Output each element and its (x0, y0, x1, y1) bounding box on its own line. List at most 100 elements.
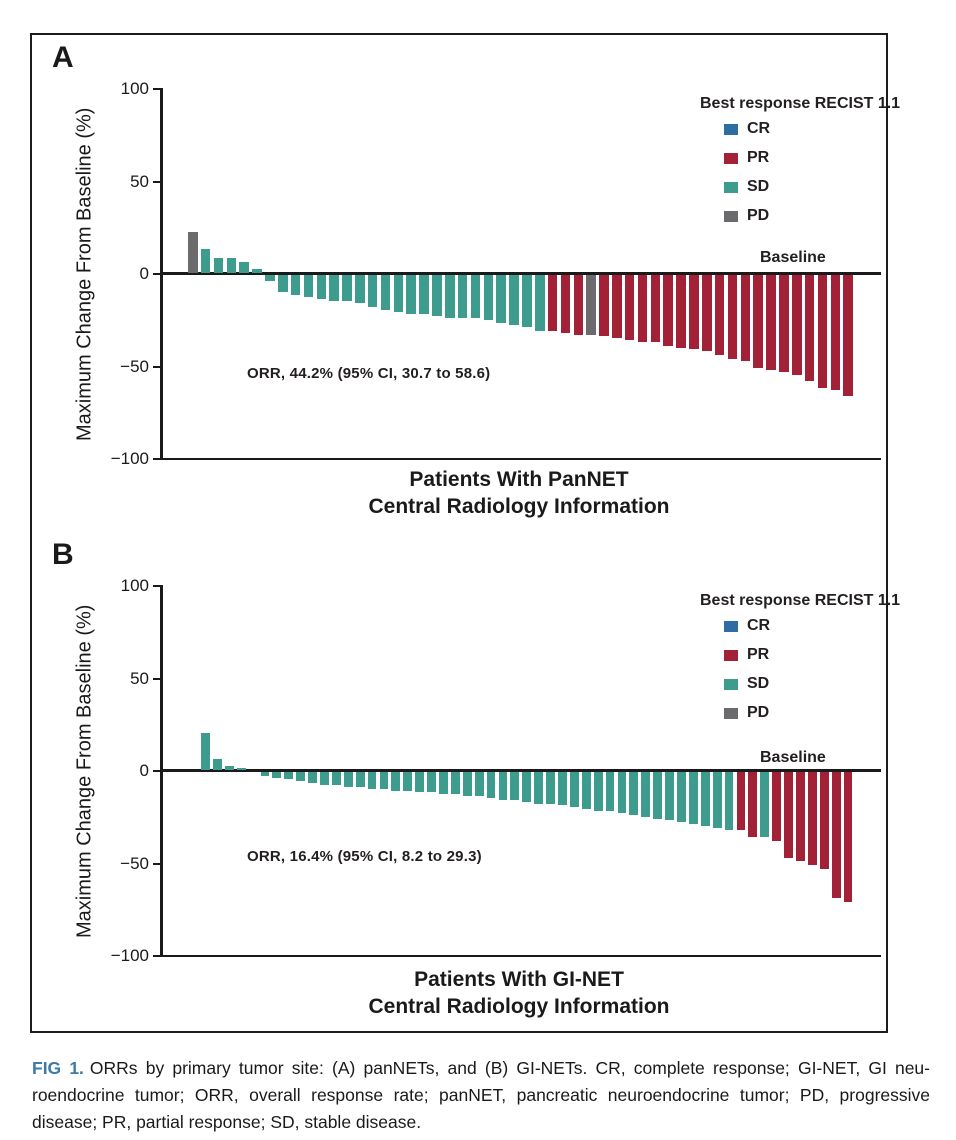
y-axis-tick-mark (153, 88, 161, 90)
waterfall-bar-pr (784, 772, 793, 858)
panel-a-legend-items: CR PR SD PD (700, 120, 885, 224)
waterfall-plot-ginet: 100 50 0 −50 −100 (111, 577, 881, 965)
waterfall-bar-sd (379, 772, 389, 789)
legend-item-pr: PR (724, 646, 885, 663)
legend-item-label: CR (747, 120, 771, 137)
y-axis-tick-label: −100 (110, 946, 149, 965)
waterfall-bar-sd (329, 275, 339, 302)
y-axis-tick-label: 100 (120, 576, 149, 595)
waterfall-bar-sd (439, 772, 448, 795)
pr-color-swatch-icon (724, 152, 738, 164)
sd-color-swatch-icon (724, 181, 738, 193)
legend-item-pd: PD (724, 207, 885, 224)
panel-b-baseline-zero-line (163, 769, 881, 772)
panel-a-y-axis-title: Maximum Change From Baseline (%) (73, 107, 96, 441)
y-axis-tick-mark (153, 273, 161, 275)
y-axis-tick-mark (153, 181, 161, 183)
waterfall-bar-pr (702, 275, 712, 352)
waterfall-bar-sd (355, 772, 365, 787)
waterfall-bar-sd (605, 772, 615, 812)
panel-a-x-title-line2: Central Radiology Information (368, 495, 670, 518)
waterfall-bar-sd (522, 772, 532, 802)
waterfall-bar-sd (450, 772, 460, 795)
waterfall-bar-sd (355, 275, 365, 303)
waterfall-bar-pr (689, 275, 699, 350)
panel-b-y-axis-title: Maximum Change From Baseline (%) (73, 604, 96, 938)
panel-a-baseline-label: Baseline (760, 249, 826, 266)
panel-a-orr-annotation: ORR, 44.2% (95% CI, 30.7 to 58.6) (247, 365, 491, 382)
waterfall-bar-sd (474, 772, 484, 797)
panel-b-legend-items: CR PR SD PD (700, 617, 885, 721)
y-axis-tick-label: 50 (130, 172, 149, 191)
legend-item-label: SD (747, 675, 770, 692)
waterfall-bar-pr (676, 275, 686, 348)
waterfall-bar-sd (393, 275, 404, 313)
waterfall-bar-sd (226, 258, 237, 273)
waterfall-bar-pr (831, 772, 841, 899)
panel-a-label: A (52, 41, 74, 74)
waterfall-bar-pr (637, 275, 648, 342)
y-axis-tick-label: −100 (110, 449, 149, 468)
waterfall-bar-pr (740, 275, 751, 361)
waterfall-bar-sd (296, 772, 306, 782)
waterfall-bar-pr (804, 275, 815, 382)
panel-b-x-axis-line (163, 955, 881, 957)
caption-line-2: roendocrine tumor; ORR, overall response… (32, 1085, 930, 1105)
waterfall-bar-pr (573, 275, 584, 335)
waterfall-bar-pr (547, 275, 558, 331)
waterfall-bar-sd (617, 772, 627, 813)
waterfall-bar-pr (736, 772, 746, 830)
waterfall-bar-sd (331, 772, 341, 786)
waterfall-bar-sd (445, 275, 455, 318)
y-axis-tick-mark (153, 678, 161, 680)
waterfall-bar-sd (760, 772, 770, 838)
waterfall-bar-sd (403, 772, 413, 791)
figure-caption: FIG 1. ORRs by primary tumor site: (A) pa… (32, 1055, 930, 1136)
legend-item-label: CR (747, 617, 771, 634)
waterfall-bar-sd (522, 275, 532, 328)
waterfall-bar-sd (272, 772, 282, 778)
figure-border (30, 33, 888, 1033)
panel-b-legend-title: Best response RECIST 1.1 (700, 592, 901, 609)
waterfall-bar-sd (486, 772, 496, 799)
waterfall-bar-sd (653, 772, 663, 819)
cr-color-swatch-icon (724, 123, 738, 135)
waterfall-bar-sd (419, 275, 429, 315)
waterfall-bar-pr (714, 275, 725, 355)
waterfall-bar-sd (688, 772, 698, 825)
waterfall-bar-sd (629, 772, 639, 815)
waterfall-bar-pr (843, 275, 853, 396)
waterfall-bar-sd (320, 772, 329, 786)
waterfall-bar-sd (260, 772, 270, 776)
waterfall-bar-pr (612, 275, 622, 339)
caption-line-1: FIG 1. ORRs by primary tumor site: (A) pa… (32, 1055, 930, 1082)
panel-b-x-title-line1: Patients With GI-NET (414, 968, 624, 991)
y-axis-tick-label: 0 (139, 264, 149, 283)
y-axis-tick-label: 50 (130, 669, 149, 688)
panel-b-baseline-label: Baseline (760, 749, 826, 766)
legend-item-pr: PR (724, 149, 885, 166)
waterfall-bar-sd (213, 258, 224, 273)
waterfall-bar-sd (284, 772, 294, 780)
waterfall-bar-pr (796, 772, 805, 862)
waterfall-bar-sd (406, 275, 417, 315)
panel-a-x-title-line1: Patients With PanNET (409, 468, 629, 491)
waterfall-bar-pr (819, 772, 829, 869)
waterfall-bar-sd (342, 275, 352, 302)
waterfall-bar-pr (624, 275, 635, 341)
waterfall-bar-pr (727, 275, 738, 359)
waterfall-bar-sd (391, 772, 401, 791)
waterfall-bar-pr (748, 772, 758, 838)
y-axis-tick-label: 0 (139, 761, 149, 780)
waterfall-bar-sd (239, 261, 249, 273)
waterfall-bar-sd (457, 275, 468, 318)
legend-item-pd: PD (724, 704, 885, 721)
waterfall-bar-pr (599, 275, 609, 337)
waterfall-bar-sd (415, 772, 425, 793)
waterfall-bar-sd (641, 772, 651, 817)
panel-a-baseline-zero-line (163, 272, 881, 275)
waterfall-bar-sd (665, 772, 674, 821)
waterfall-bar-sd (677, 772, 686, 823)
waterfall-bar-sd (509, 275, 519, 326)
legend-item-label: PR (747, 149, 770, 166)
